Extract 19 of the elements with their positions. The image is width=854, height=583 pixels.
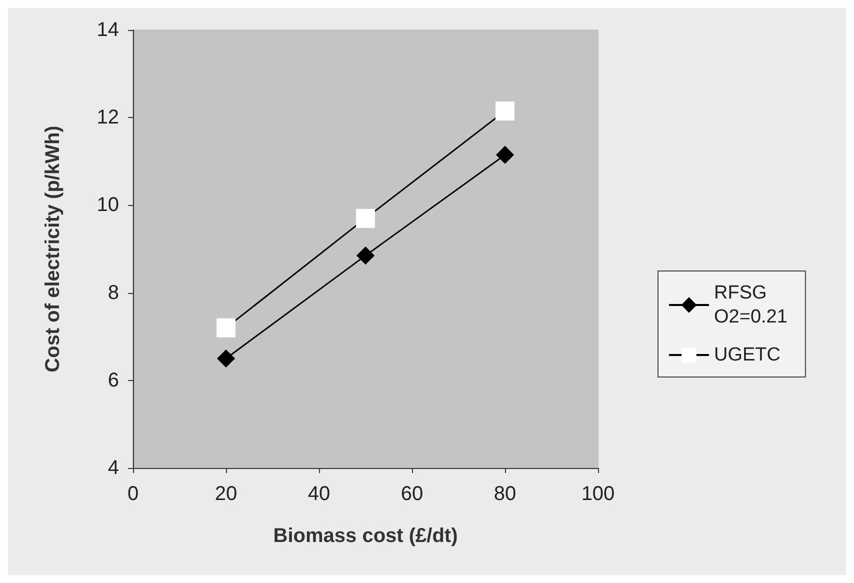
y-tick-label: 6 — [108, 369, 119, 392]
legend-label: RFSG O2=0.21 — [714, 282, 788, 328]
y-tick-label: 14 — [96, 19, 119, 41]
legend-label: UGETC — [714, 344, 780, 366]
y-tick-label: 8 — [108, 282, 119, 304]
y-tick-label: 12 — [96, 106, 119, 129]
x-tick-label: 40 — [308, 483, 330, 505]
y-tick-label: 10 — [96, 194, 119, 216]
x-tick-label: 100 — [581, 483, 615, 505]
x-axis-title: Biomass cost (£/dt) — [273, 525, 458, 547]
x-tick-label: 20 — [214, 483, 238, 505]
point — [496, 146, 514, 164]
y-tick-label: 4 — [108, 457, 119, 479]
x-tick-label: 80 — [494, 483, 516, 505]
point — [217, 350, 235, 368]
x-tick-label: 0 — [127, 483, 139, 505]
x-tick-label: 60 — [400, 483, 424, 505]
y-axis-title: Cost of electricity (p/kWh) — [42, 126, 64, 372]
point — [356, 246, 374, 264]
